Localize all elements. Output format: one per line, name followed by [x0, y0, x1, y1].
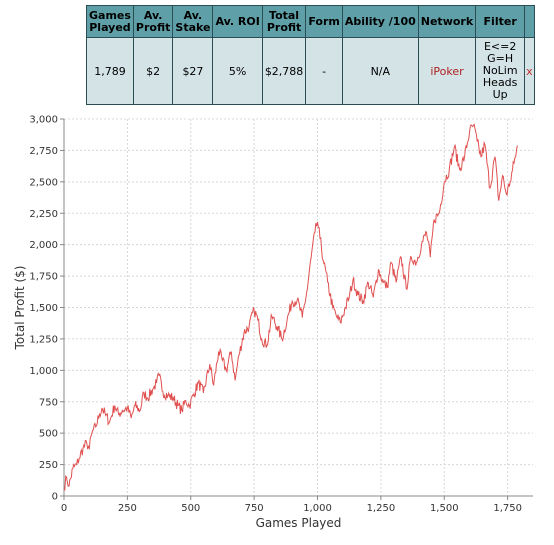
cell-av-roi: 5% — [212, 37, 263, 105]
filter-line: G=H — [487, 52, 514, 65]
y-tick-label: 3,000 — [29, 115, 58, 126]
cell-network: iPoker — [417, 37, 477, 105]
y-tick-label: 0 — [52, 492, 58, 503]
cell-filter: E<=2 G=H NoLim Heads Up — [475, 37, 526, 105]
x-tick-label: 0 — [61, 503, 67, 514]
y-axis-label: Total Profit ($) — [13, 266, 27, 351]
y-tick-label: 250 — [39, 460, 58, 471]
header-form[interactable]: Form — [305, 5, 343, 38]
x-tick-label: 250 — [118, 503, 137, 514]
x-axis-label: Games Played — [256, 516, 342, 530]
stats-row: 1,789 $2 $27 5% $2,788 - N/A iPoker E<=2… — [86, 37, 535, 105]
header-network[interactable]: Network — [417, 5, 477, 38]
y-tick-label: 2,000 — [29, 240, 58, 251]
header-ability[interactable]: Ability /100 — [341, 5, 419, 38]
y-tick-label: 1,250 — [29, 334, 58, 345]
x-tick-label: 750 — [245, 503, 264, 514]
filter-line: Up — [492, 88, 508, 101]
cell-games-played: 1,789 — [86, 37, 134, 105]
y-tick-label: 2,250 — [29, 209, 58, 220]
y-tick-label: 1,000 — [29, 366, 58, 377]
x-tick-label: 1,250 — [367, 503, 396, 514]
cell-av-profit: $2 — [132, 37, 174, 105]
x-tick-label: 1,750 — [493, 503, 522, 514]
cell-total-profit: $2,788 — [261, 37, 307, 105]
cell-form: - — [305, 37, 343, 105]
plot-area — [64, 119, 533, 496]
stats-table: Games Played Av. Profit Av. Stake Av. ROI T… — [86, 5, 535, 105]
filter-line: E<=2 — [483, 40, 517, 53]
header-games-played[interactable]: Games Played — [86, 5, 134, 38]
cell-av-stake: $27 — [172, 37, 214, 105]
x-tick-label: 1,500 — [430, 503, 459, 514]
header-filter[interactable]: Filter — [475, 5, 526, 38]
filter-line: NoLim — [482, 64, 518, 77]
y-tick-label: 1,500 — [29, 303, 58, 314]
header-av-stake[interactable]: Av. Stake — [172, 5, 214, 38]
cell-ability: N/A — [341, 37, 419, 105]
header-av-profit[interactable]: Av. Profit — [132, 5, 174, 38]
x-tick-label: 1,000 — [303, 503, 332, 514]
header-av-roi[interactable]: Av. ROI — [212, 5, 263, 38]
y-tick-label: 2,500 — [29, 177, 58, 188]
y-tick-label: 750 — [39, 397, 58, 408]
remove-filter-button[interactable]: x — [524, 37, 535, 105]
y-tick-label: 2,750 — [29, 146, 58, 157]
profit-series-line — [63, 123, 518, 491]
y-tick-label: 500 — [39, 429, 58, 440]
stats-header-row: Games Played Av. Profit Av. Stake Av. ROI T… — [86, 5, 535, 38]
y-tick-label: 1,750 — [29, 272, 58, 283]
filter-line: Heads — [482, 76, 518, 89]
x-tick-label: 500 — [181, 503, 200, 514]
